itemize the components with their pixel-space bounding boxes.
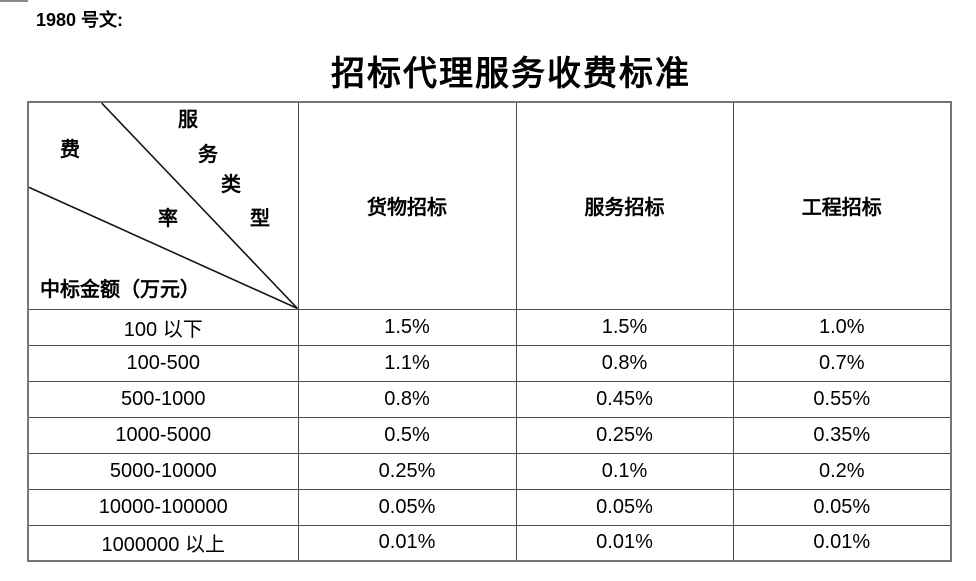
corner-header-cell: 费 率 服 务 类 型 中标金额（万元） [27, 101, 299, 310]
corner-fee-char-2: 率 [158, 208, 178, 230]
amount-range-cell: 5000-10000 [27, 452, 299, 490]
services-rate-cell: 0.25% [515, 416, 734, 454]
services-rate-cell: 1.5% [515, 308, 734, 346]
goods-rate-cell: 1.1% [297, 344, 517, 382]
goods-rate-cell: 0.8% [297, 380, 517, 418]
column-header-services: 服务招标 [515, 101, 734, 310]
corner-service-char-4: 型 [250, 208, 270, 230]
table-header-row: 费 率 服 务 类 型 中标金额（万元） 货物招标 服务招标 工程招标 [27, 101, 952, 310]
fee-table: 费 率 服 务 类 型 中标金额（万元） 货物招标 服务招标 工程招标 100 … [27, 101, 952, 562]
corner-service-char-1: 服 [178, 109, 198, 131]
column-header-engineering: 工程招标 [732, 101, 952, 310]
column-header-goods: 货物招标 [297, 101, 517, 310]
table-row: 10000-100000 0.05% 0.05% 0.05% [27, 488, 952, 526]
corner-fee-char-1: 费 [60, 139, 80, 161]
doc-ref-label: 1980 号文: [36, 10, 124, 30]
goods-rate-cell: 0.5% [297, 416, 517, 454]
table-row: 1000000 以上 0.01% 0.01% 0.01% [27, 524, 952, 562]
table-row: 5000-10000 0.25% 0.1% 0.2% [27, 452, 952, 490]
corner-amount-label: 中标金额（万元） [40, 279, 200, 301]
page-crop-mark [0, 0, 28, 2]
table-row: 100-500 1.1% 0.8% 0.7% [27, 344, 952, 382]
amount-range-cell: 1000000 以上 [27, 524, 299, 562]
services-rate-cell: 0.45% [515, 380, 734, 418]
table-row: 1000-5000 0.5% 0.25% 0.35% [27, 416, 952, 454]
goods-rate-cell: 0.25% [297, 452, 517, 490]
services-rate-cell: 0.01% [515, 524, 734, 562]
engineering-rate-cell: 0.2% [732, 452, 952, 490]
amount-range-cell: 100-500 [27, 344, 299, 382]
corner-service-char-2: 务 [198, 144, 218, 166]
goods-rate-cell: 0.01% [297, 524, 517, 562]
services-rate-cell: 0.1% [515, 452, 734, 490]
engineering-rate-cell: 0.05% [732, 488, 952, 526]
corner-service-char-3: 类 [221, 174, 241, 196]
engineering-rate-cell: 0.35% [732, 416, 952, 454]
engineering-rate-cell: 1.0% [732, 308, 952, 346]
table-row: 500-1000 0.8% 0.45% 0.55% [27, 380, 952, 418]
amount-range-cell: 100 以下 [27, 308, 299, 346]
table-row: 100 以下 1.5% 1.5% 1.0% [27, 308, 952, 346]
engineering-rate-cell: 0.7% [732, 344, 952, 382]
engineering-rate-cell: 0.01% [732, 524, 952, 562]
goods-rate-cell: 1.5% [297, 308, 517, 346]
amount-range-cell: 10000-100000 [27, 488, 299, 526]
services-rate-cell: 0.05% [515, 488, 734, 526]
goods-rate-cell: 0.05% [297, 488, 517, 526]
services-rate-cell: 0.8% [515, 344, 734, 382]
amount-range-cell: 500-1000 [27, 380, 299, 418]
page-title: 招标代理服务收费标准 [331, 56, 691, 93]
amount-range-cell: 1000-5000 [27, 416, 299, 454]
engineering-rate-cell: 0.55% [732, 380, 952, 418]
diagonal-divider-lines [29, 103, 298, 309]
